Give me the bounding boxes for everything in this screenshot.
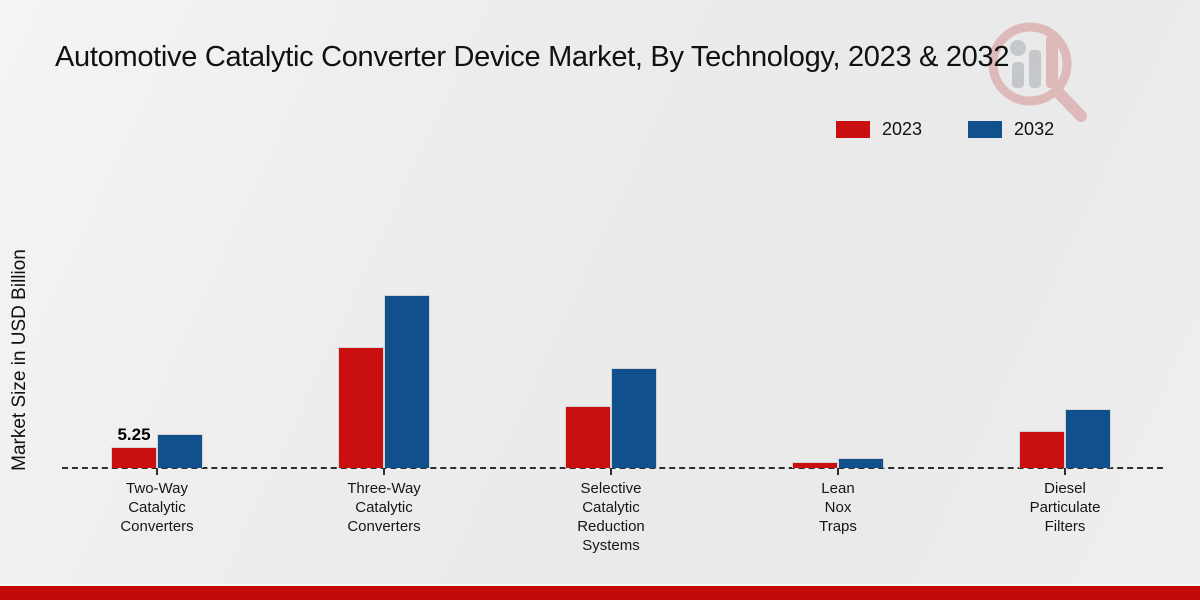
chart-title: Automotive Catalytic Converter Device Ma… (55, 41, 1010, 73)
legend-swatch-2032 (968, 121, 1003, 138)
legend-swatch-2023 (836, 121, 870, 138)
zero-baseline (62, 467, 1163, 469)
bar-2023-category-4 (1019, 431, 1065, 468)
bar-2023-category-1 (338, 347, 384, 468)
x-axis-category-label: Selective Catalytic Reduction Systems (577, 480, 645, 554)
bar-2032-category-4 (1065, 409, 1111, 468)
legend: 2023 2032 (836, 119, 1054, 140)
legend-item-2032: 2032 (968, 119, 1054, 140)
bar-2032-category-3 (838, 458, 884, 468)
x-axis-tick (156, 468, 158, 475)
legend-item-2023: 2023 (836, 119, 922, 140)
bar-value-label: 5.25 (117, 425, 151, 444)
x-axis-tick (610, 468, 612, 475)
x-axis-category-label: Two-Way Catalytic Converters (120, 480, 194, 535)
x-axis-tick (383, 468, 385, 475)
bar-2023-category-0 (111, 447, 157, 468)
bar-2032-category-1 (384, 295, 430, 468)
x-axis-tick (1064, 468, 1066, 475)
x-axis-tick (837, 468, 839, 475)
bottom-red-strip (0, 584, 1200, 600)
bar-2023-category-3 (792, 462, 838, 468)
legend-label-2023: 2023 (882, 119, 923, 139)
x-axis-category-label: Lean Nox Traps (819, 480, 857, 535)
x-axis-category-label: Three-Way Catalytic Converters (347, 480, 421, 535)
brand-watermark-magnifier-logo (988, 22, 1087, 122)
bar-2032-category-2 (611, 368, 657, 468)
legend-label-2032: 2032 (1014, 119, 1055, 139)
bar-2023-category-2 (565, 406, 611, 468)
x-axis-category-label: Diesel Particulate Filters (1029, 480, 1101, 535)
bar-2032-category-0 (157, 434, 203, 468)
